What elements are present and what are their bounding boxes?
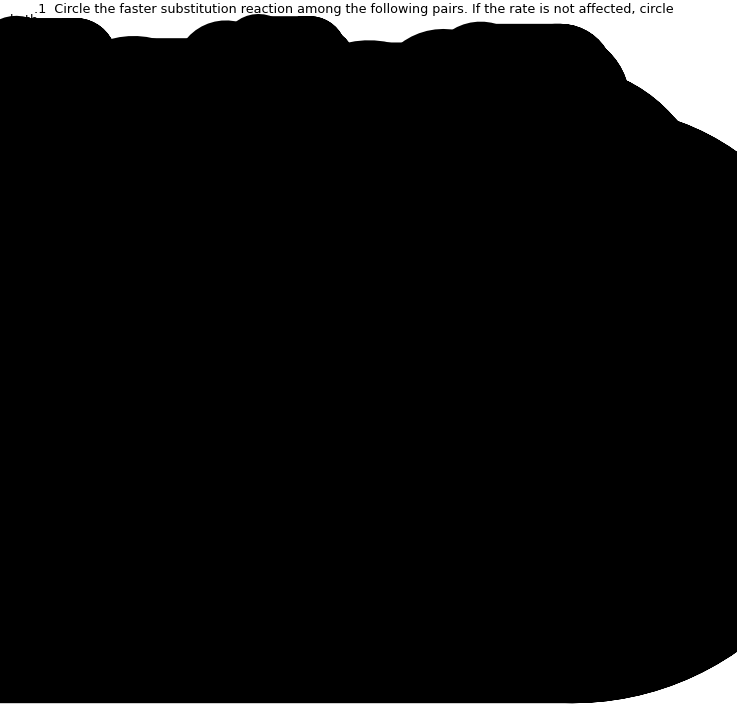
Text: Br: Br xyxy=(38,116,51,129)
Text: Br: Br xyxy=(306,212,319,225)
Text: CH₃CN: CH₃CN xyxy=(557,223,595,236)
Text: Br: Br xyxy=(280,390,293,403)
Text: DMSO: DMSO xyxy=(534,137,570,150)
Text: m): m) xyxy=(492,194,509,207)
Text: b): b) xyxy=(7,114,20,127)
Text: .1  Circle the faster substitution reaction among the following pairs. If the ra: .1 Circle the faster substitution reacti… xyxy=(34,2,674,15)
Text: Br-: Br- xyxy=(68,299,85,312)
Text: in H₂O: in H₂O xyxy=(303,71,340,83)
Text: k): k) xyxy=(492,59,504,72)
Text: c): c) xyxy=(7,184,19,197)
Text: Br: Br xyxy=(507,208,520,221)
Text: CH₃Cl: CH₃Cl xyxy=(14,385,47,398)
Text: Br⊖: Br⊖ xyxy=(537,260,560,273)
Text: I⊖: I⊖ xyxy=(526,223,539,236)
Text: Cl: Cl xyxy=(294,61,306,74)
Text: Br: Br xyxy=(514,390,527,403)
Text: Br: Br xyxy=(42,72,55,85)
Text: Br-: Br- xyxy=(65,356,82,369)
Text: in H₂O: in H₂O xyxy=(68,307,105,320)
Text: g): g) xyxy=(248,109,261,122)
Text: in H₂O: in H₂O xyxy=(303,49,340,62)
Text: I-: I- xyxy=(295,231,303,244)
Text: H₂O: H₂O xyxy=(303,276,326,289)
Text: Cl: Cl xyxy=(38,359,49,372)
Text: Br: Br xyxy=(25,158,38,171)
Text: H₂O: H₂O xyxy=(68,72,91,85)
Text: o): o) xyxy=(492,332,505,344)
Text: acetone: acetone xyxy=(534,411,581,424)
Text: a): a) xyxy=(7,33,20,46)
Text: Br: Br xyxy=(528,71,541,83)
Text: I-: I- xyxy=(328,205,336,218)
Text: Br: Br xyxy=(514,408,527,421)
Text: CN⊖: CN⊖ xyxy=(534,403,561,416)
Text: Br: Br xyxy=(270,116,283,129)
Text: Cl: Cl xyxy=(514,155,525,168)
Text: Cl: Cl xyxy=(282,283,293,296)
Text: ⊖OH: ⊖OH xyxy=(303,359,331,372)
Text: d): d) xyxy=(7,265,20,278)
Text: NaBr: NaBr xyxy=(534,150,563,163)
Text: Br⊖: Br⊖ xyxy=(526,202,549,215)
Text: e): e) xyxy=(7,354,20,367)
Text: -OH: -OH xyxy=(303,297,326,310)
Text: NaCN: NaCN xyxy=(552,66,585,79)
Text: p): p) xyxy=(492,383,505,396)
Text: a) OH-: a) OH- xyxy=(540,338,578,351)
Text: CH₃CN: CH₃CN xyxy=(557,202,595,215)
Text: OH⊖: OH⊖ xyxy=(65,111,93,124)
Text: Br-: Br- xyxy=(68,272,85,284)
Text: NaBr: NaBr xyxy=(534,127,563,140)
Text: OH⊖: OH⊖ xyxy=(65,137,93,150)
Text: CH₃Br: CH₃Br xyxy=(504,93,539,106)
Text: Cl: Cl xyxy=(505,275,517,288)
Text: Cl: Cl xyxy=(514,202,525,215)
Text: i): i) xyxy=(248,272,256,284)
Text: Cl⊖: Cl⊖ xyxy=(72,215,94,228)
Text: SH-: SH- xyxy=(295,111,315,124)
Text: l): l) xyxy=(492,119,500,132)
Text: I: I xyxy=(498,343,501,356)
Text: NaCN: NaCN xyxy=(552,90,585,103)
Text: in CH₃OH: in CH₃OH xyxy=(592,338,646,351)
Text: Br⁻: Br⁻ xyxy=(313,61,332,74)
Text: Cl: Cl xyxy=(514,132,525,145)
Text: in acetone: in acetone xyxy=(68,280,130,293)
Text: OH⊖: OH⊖ xyxy=(68,46,96,59)
Text: CH₃OH: CH₃OH xyxy=(534,160,573,173)
Text: Br: Br xyxy=(280,366,293,379)
Text: f): f) xyxy=(248,33,257,46)
Text: h): h) xyxy=(248,189,261,202)
Text: Cl: Cl xyxy=(46,297,57,310)
Text: Cl⊖: Cl⊖ xyxy=(72,190,94,203)
Text: H₂O: H₂O xyxy=(303,385,326,398)
Text: DMSO: DMSO xyxy=(72,225,108,237)
Text: Br: Br xyxy=(270,236,283,249)
Text: b) SH-: b) SH- xyxy=(540,346,576,359)
Text: both.: both. xyxy=(10,14,43,27)
Text: Br: Br xyxy=(42,190,55,203)
Text: Cl: Cl xyxy=(514,223,525,236)
Text: H₂O: H₂O xyxy=(534,395,556,408)
Text: n): n) xyxy=(492,259,505,272)
Text: Br: Br xyxy=(44,228,57,241)
Text: CN⊖: CN⊖ xyxy=(534,387,561,400)
Text: Cl: Cl xyxy=(282,304,293,317)
Text: Br⊖: Br⊖ xyxy=(537,281,560,294)
Text: SH-: SH- xyxy=(295,134,315,147)
Text: I-: I- xyxy=(313,40,321,54)
Text: Cl: Cl xyxy=(270,137,282,150)
Text: Br: Br xyxy=(42,46,55,59)
Text: Cl: Cl xyxy=(46,270,57,283)
Text: j): j) xyxy=(248,349,256,362)
Text: DMSO: DMSO xyxy=(72,199,108,212)
Text: I: I xyxy=(505,254,509,267)
Text: Cl: Cl xyxy=(294,40,306,54)
Text: Br-: Br- xyxy=(65,380,82,393)
